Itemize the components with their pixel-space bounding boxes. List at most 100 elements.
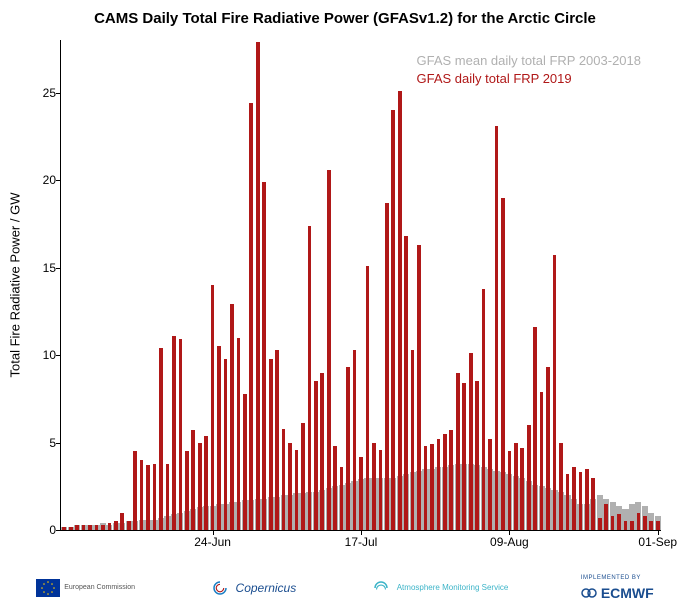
bar	[611, 516, 615, 530]
bar	[249, 103, 253, 530]
logo-ecmwf: IMPLEMENTED BY ECMWF	[581, 575, 654, 601]
logo-strip: European Commission Copernicus Atmospher…	[0, 560, 690, 615]
bar	[172, 336, 176, 530]
bar	[243, 394, 247, 531]
chart-area: Total Fire Radiative Power / GW GFAS mea…	[60, 40, 660, 530]
bar	[95, 525, 99, 530]
ytick-mark	[56, 443, 61, 444]
xtick-mark	[213, 530, 214, 535]
logo-european-commission: European Commission	[36, 579, 135, 597]
bar	[604, 504, 608, 530]
bar	[295, 450, 299, 531]
bar	[553, 255, 557, 530]
bar	[166, 464, 170, 531]
bar	[411, 350, 415, 530]
ytick-label: 25	[43, 86, 56, 100]
bar	[217, 346, 221, 530]
bar	[191, 430, 195, 530]
bar	[379, 450, 383, 531]
bar	[133, 451, 137, 530]
bar	[301, 423, 305, 530]
bar	[275, 350, 279, 530]
bar	[495, 126, 499, 530]
bar	[327, 170, 331, 531]
bar	[398, 91, 402, 530]
bar	[617, 514, 621, 530]
bar	[308, 226, 312, 531]
ytick-mark	[56, 355, 61, 356]
ytick-mark	[56, 180, 61, 181]
bar	[520, 448, 524, 530]
logo-cams: Atmosphere Monitoring Service	[369, 579, 509, 597]
bar	[224, 359, 228, 531]
bar	[366, 266, 370, 530]
bar	[443, 434, 447, 530]
bar	[372, 443, 376, 531]
bar	[269, 359, 273, 531]
y-axis-label: Total Fire Radiative Power / GW	[8, 193, 23, 378]
bar	[566, 474, 570, 530]
eu-flag-icon	[36, 579, 60, 597]
bar	[262, 182, 266, 530]
ytick-label: 0	[49, 523, 56, 537]
bar	[62, 527, 66, 531]
bar	[75, 525, 79, 530]
ytick-label: 20	[43, 173, 56, 187]
xtick-mark	[509, 530, 510, 535]
bar	[527, 425, 531, 530]
bar	[579, 472, 583, 530]
ytick-label: 10	[43, 348, 56, 362]
bar	[501, 198, 505, 531]
bar	[591, 478, 595, 531]
bar	[508, 451, 512, 530]
bar	[475, 381, 479, 530]
bars-container	[61, 40, 661, 530]
cams-icon	[369, 579, 393, 597]
xtick-mark	[361, 530, 362, 535]
bar	[656, 521, 660, 530]
bar	[211, 285, 215, 530]
bar	[204, 436, 208, 531]
bar	[585, 469, 589, 530]
xtick-label: 17-Jul	[345, 535, 378, 549]
bar	[256, 42, 260, 530]
plot-region: GFAS mean daily total FRP 2003-2018 GFAS…	[60, 40, 661, 531]
bar	[624, 521, 628, 530]
bar	[469, 353, 473, 530]
bar	[430, 444, 434, 530]
ecmwf-icon	[581, 586, 599, 600]
bar	[572, 467, 576, 530]
bar	[153, 464, 157, 531]
bar	[630, 521, 634, 530]
bar	[391, 110, 395, 530]
bar	[198, 443, 202, 531]
bar	[282, 429, 286, 531]
bar	[159, 348, 163, 530]
bar	[488, 439, 492, 530]
bar	[417, 245, 421, 530]
bar	[456, 373, 460, 531]
xtick-mark	[658, 530, 659, 535]
bar	[82, 525, 86, 530]
bar	[353, 350, 357, 530]
ytick-mark	[56, 268, 61, 269]
bar	[533, 327, 537, 530]
xtick-label: 09-Aug	[490, 535, 529, 549]
bar	[546, 367, 550, 530]
bar	[127, 521, 131, 530]
bar	[482, 289, 486, 531]
ytick-mark	[56, 530, 61, 531]
logo-copernicus: Copernicus	[208, 579, 297, 597]
ytick-label: 15	[43, 261, 56, 275]
bar	[424, 446, 428, 530]
bar	[437, 439, 441, 530]
bar	[146, 465, 150, 530]
bar	[559, 443, 563, 531]
bar	[320, 373, 324, 531]
xtick-label: 01-Sep	[638, 535, 677, 549]
bar	[140, 460, 144, 530]
bar	[69, 527, 73, 531]
bar	[114, 521, 118, 530]
bar	[643, 516, 647, 530]
bar	[540, 392, 544, 530]
